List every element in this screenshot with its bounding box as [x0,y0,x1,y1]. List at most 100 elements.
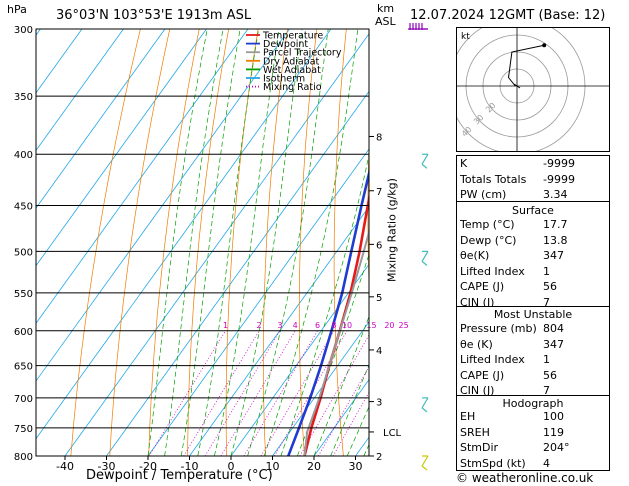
surface-label: Temp (°C) [460,218,515,231]
x-tick-label: -40 [56,460,74,473]
asl-label: ASL [375,15,396,28]
km-tick-label: 4 [376,346,382,357]
station-location: 36°03'N 103°53'E 1913m ASL [56,8,252,23]
unstable-label: θe (K) [460,337,493,351]
dry-adiabat-line [70,29,141,456]
isotherm-line [106,90,369,456]
pressure-tick-label: 350 [14,92,33,103]
most-unstable-title: Most Unstable [493,308,573,321]
unstable-row: CIN (J) 7 [457,383,609,398]
mixing-ratio-label: 1 [223,321,228,330]
hodo-stat-label: SREH [460,425,490,439]
wind-barb-icon [421,250,429,266]
hodo-stat-value: 4 [543,456,550,470]
km-tick-label: 2 [376,452,382,463]
km-tick-label: 8 [376,132,382,143]
pressure-tick-label: 800 [14,452,33,463]
wet-adiabat-line [346,405,369,456]
isotherm-line [313,378,369,456]
surface-label: CIN (J) [460,295,495,309]
pressure-tick-label: 450 [14,202,33,213]
wet-adiabat-line [363,443,369,456]
x-tick-label: 10 [266,460,280,473]
surface-label: CAPE (J) [460,280,505,293]
isotherm-line [64,33,369,456]
isotherm-line [36,29,290,382]
mixing-ratio-label: 2 [257,321,262,330]
x-tick-label: -10 [181,460,199,473]
surface-label: θe(K) [460,249,490,262]
wet-adiabat-line [230,29,303,456]
mixing-ratio-axis-title: Mixing Ratio (g/kg) [385,178,399,282]
isotherm-line [36,29,166,209]
surface-value: 17.7 [543,218,568,231]
isotherm-line [147,148,369,456]
surface-row: Temp (°C) 17.7 [457,217,609,232]
pressure-tick-label: 750 [14,424,33,435]
km-tick-label: 5 [376,293,382,304]
wind-barb-icon [421,397,429,413]
dry-adiabat-line [433,29,457,456]
wet-adiabat-line [280,153,369,456]
mixing-ratio-line [317,365,369,456]
pressure-tick-label: 300 [14,25,33,36]
index-label: Totals Totals [460,172,527,186]
indices-panel: K -9999 Totals Totals -9999 PW (cm) 3.34 [456,155,610,202]
mixing-ratio-label: 25 [399,321,409,330]
most-unstable-panel: Most Unstable Pressure (mb) 804 θe (K) 347 L… [456,306,610,398]
pressure-tick-label: 500 [14,247,33,258]
unstable-row: CAPE (J) 56 [457,368,609,383]
dry-adiabat-line [333,29,347,456]
unstable-value: 7 [543,384,550,397]
wet-adiabat-line [263,29,359,456]
index-value: -9999 [543,157,575,170]
plot-frame [35,28,370,457]
unstable-label: Lifted Index [460,353,525,366]
surface-value: 7 [543,295,550,309]
legend-label: Isotherm [263,74,305,85]
series-line-parcel-trajectory [303,228,369,456]
hodograph-trace [507,44,545,87]
km-axis-unit: km [377,2,395,15]
hodo-stat-row: StmDir 204° [457,440,609,455]
unstable-row: Pressure (mb) 804 [457,321,609,336]
hodo-stat-row: EH 100 [457,409,609,424]
mixing-ratio-line [220,330,296,456]
unstable-value: 347 [543,337,564,351]
wet-adiabat-line [180,29,241,456]
pressure-tick-label: 400 [14,150,33,161]
pressure-axis-unit: hPa [7,3,27,16]
mixing-ratio-label: 6 [315,321,320,330]
x-axis-title: Dewpoint / Temperature (°C) [86,468,273,483]
wet-adiabat-line [147,29,208,456]
surface-label: Lifted Index [460,264,525,278]
pressure-tick-label: 700 [14,394,33,405]
surface-value: 56 [543,280,557,293]
wet-adiabat-line [197,29,259,456]
mixing-ratio-label: 8 [331,321,336,330]
x-tick-label: -30 [98,460,116,473]
unstable-value: 56 [543,368,557,382]
surface-value: 347 [543,249,564,262]
surface-row: CIN (J) 7 [457,295,609,310]
unstable-row: θe (K) 347 [457,337,609,352]
dry-adiabat-line [401,29,422,456]
wet-adiabat-line [313,315,369,456]
x-tick-label: 0 [228,460,235,473]
km-tick-label: 3 [376,398,382,409]
forecast-datetime: 12.07.2024 12GMT (Base: 12) [410,8,606,23]
pressure-tick-label: 600 [14,327,33,338]
copyright: © weatheronline.co.uk [456,471,594,485]
wind-barb-icon [421,153,429,169]
legend-label: Wet Adiabat [263,65,321,76]
wet-adiabat-line [330,364,369,456]
x-tick-label: 20 [307,460,321,473]
index-value: -9999 [543,172,575,186]
unstable-label: CAPE (J) [460,368,505,382]
mixing-ratio-label: 4 [293,321,298,330]
hodograph-endpoint [542,43,547,48]
isotherm-line [36,29,249,325]
index-label: K [460,157,468,170]
isotherm-line [397,29,456,456]
series-line-dewpoint [287,168,369,456]
